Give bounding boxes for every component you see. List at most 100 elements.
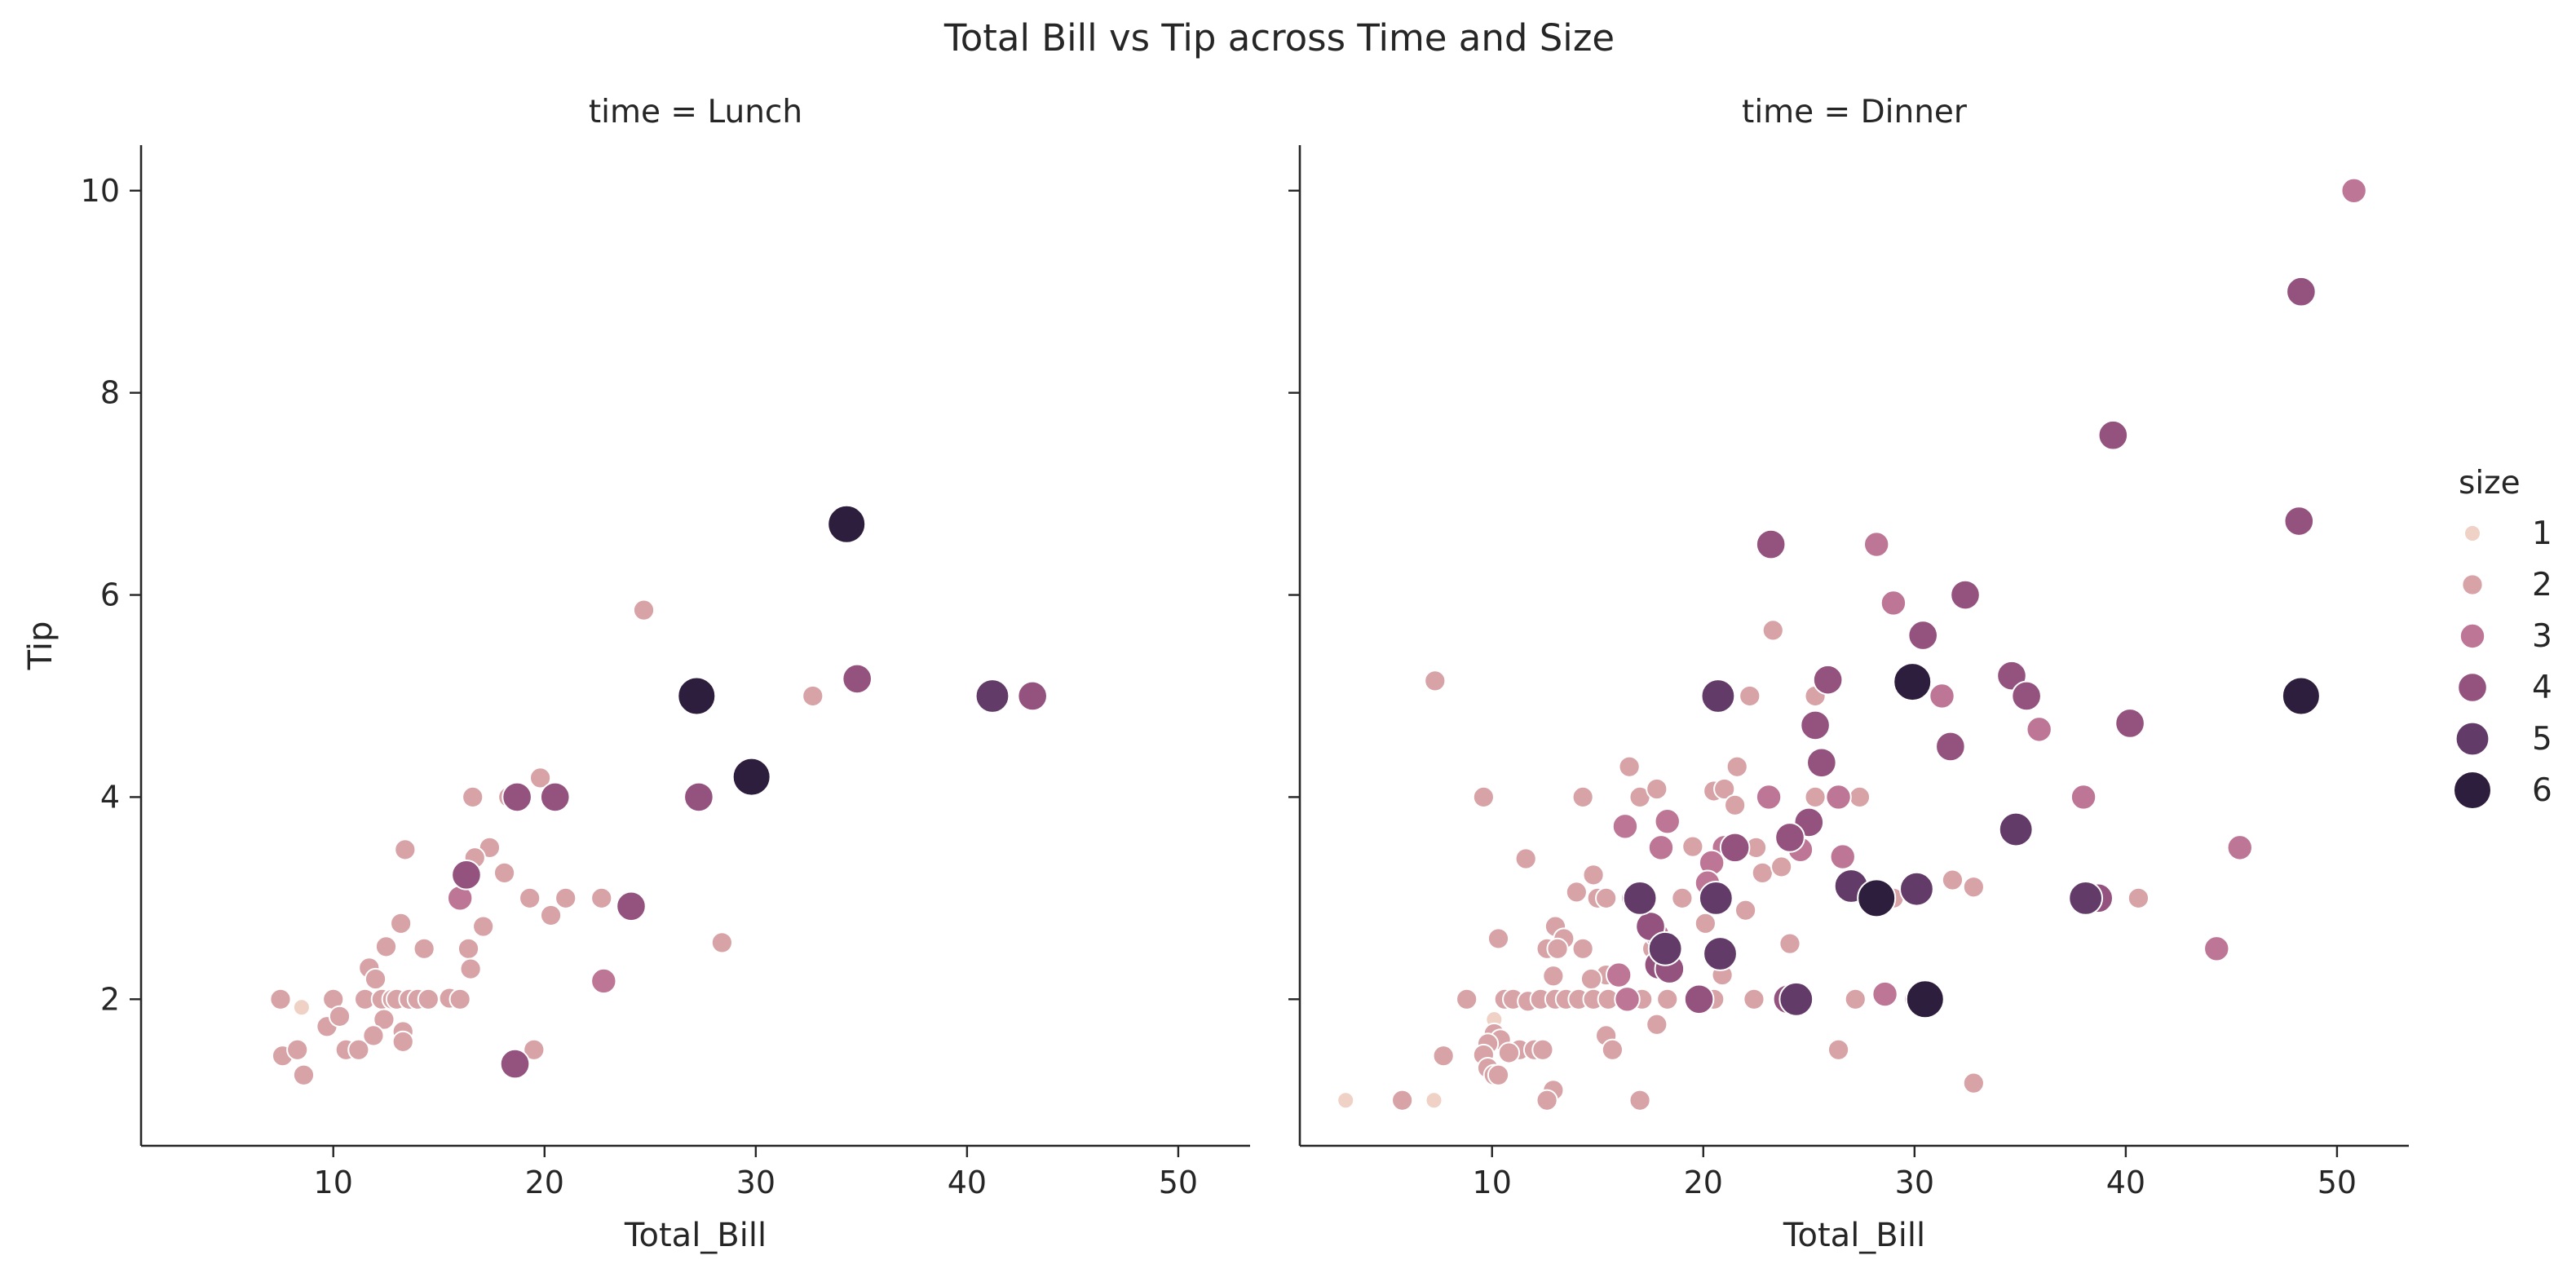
data-point [2026,716,2052,743]
size-legend: size 1 2 3 4 5 6 [2453,465,2552,810]
data-point [1628,1089,1651,1112]
data-point [364,967,387,991]
data-point [616,891,647,922]
legend-marker-size-3 [2459,622,2486,650]
data-point [539,781,571,813]
data-point [1734,899,1757,922]
data-point [974,678,1010,714]
legend-label-size-3: 3 [2532,618,2552,655]
data-point [1844,988,1867,1010]
data-point [1456,988,1478,1010]
data-point [731,757,771,797]
data-point [286,1038,309,1061]
data-point [1424,670,1447,692]
data-point [2127,886,2150,909]
data-point [1611,813,1639,840]
data-point [1605,961,1633,988]
data-point [1761,619,1784,642]
data-point [1647,930,1683,966]
chart-title: Total Bill vs Tip across Time and Size [943,16,1615,60]
data-point [1863,531,1890,558]
data-point [1601,1038,1624,1061]
data-point [1825,784,1852,811]
x-tick-label: 50 [1159,1165,1198,1200]
data-point [1778,981,1814,1017]
data-point [2070,784,2097,811]
data-point [451,860,482,891]
data-point [2203,935,2230,962]
data-point [1950,579,1981,611]
data-point [1698,880,1734,916]
data-point [1857,878,1897,918]
data-point [1531,1038,1554,1061]
data-point [1998,811,2034,847]
data-point [1497,1041,1521,1064]
data-point [1487,1063,1510,1086]
legend-label-size-2: 2 [2532,567,2552,603]
legend-marker-size-2 [2461,573,2484,596]
data-point [827,504,867,544]
data-point [459,957,482,980]
data-point [1770,855,1793,878]
data-point [1646,777,1668,801]
data-point [1724,793,1747,816]
data-point [1893,662,1933,702]
data-point [632,599,656,621]
data-point [1829,843,1856,870]
data-point [1962,876,1985,899]
data-point [1739,684,1761,708]
data-point [1514,847,1537,870]
data-point [710,931,733,954]
data-point [2011,680,2042,712]
data-point [1929,683,1955,709]
data-point [1755,784,1783,811]
data-point [2114,708,2145,739]
data-point [1681,835,1704,858]
data-point [842,663,873,695]
data-point [1962,1072,1985,1094]
data-point [1671,886,1694,909]
data-point [1571,937,1594,960]
data-point [292,1063,316,1086]
legend-label-size-6: 6 [2532,772,2552,809]
data-point [1806,747,1837,779]
data-point [1755,528,1787,560]
data-point [373,1008,395,1031]
x-tick-label: 20 [1684,1165,1723,1200]
y-tick-label: 10 [81,173,120,209]
data-point [1880,590,1907,617]
data-point [1683,983,1715,1015]
y-tick-label: 8 [100,375,120,411]
y-axis-label: Tip [22,621,60,671]
data-point [1694,912,1717,935]
data-point [1743,988,1765,1010]
legend-label-size-1: 1 [2532,515,2552,552]
data-point [1580,967,1603,991]
legend-marker-size-4 [2457,672,2488,703]
data-point [1848,785,1871,809]
panel-dinner: time = Dinner Total_Bill 10 20 30 40 50 [1288,94,2409,1254]
legend-title: size [2459,465,2521,502]
data-point [1713,777,1736,801]
data-point [1804,785,1827,809]
data-point [1935,731,1966,762]
data-point [1391,1089,1414,1112]
data-point [1941,869,1964,891]
data-point [1017,680,1048,712]
data-point [2281,676,2321,716]
data-point [1905,979,1945,1019]
data-point [499,1048,531,1080]
data-point [1703,936,1738,971]
data-point [1647,834,1675,861]
data-point [1774,822,1805,853]
x-tick-label: 40 [948,1165,987,1200]
data-point [1899,871,1934,907]
data-point [457,937,480,960]
data-point [328,1005,351,1028]
panel-lunch: time = Lunch Total_Bill Tip 10 20 30 40 50 2 4… [22,94,1250,1254]
data-point [1542,965,1565,988]
data-point [1800,709,1831,741]
legend-label-size-4: 4 [2532,670,2552,706]
data-point [269,988,292,1010]
